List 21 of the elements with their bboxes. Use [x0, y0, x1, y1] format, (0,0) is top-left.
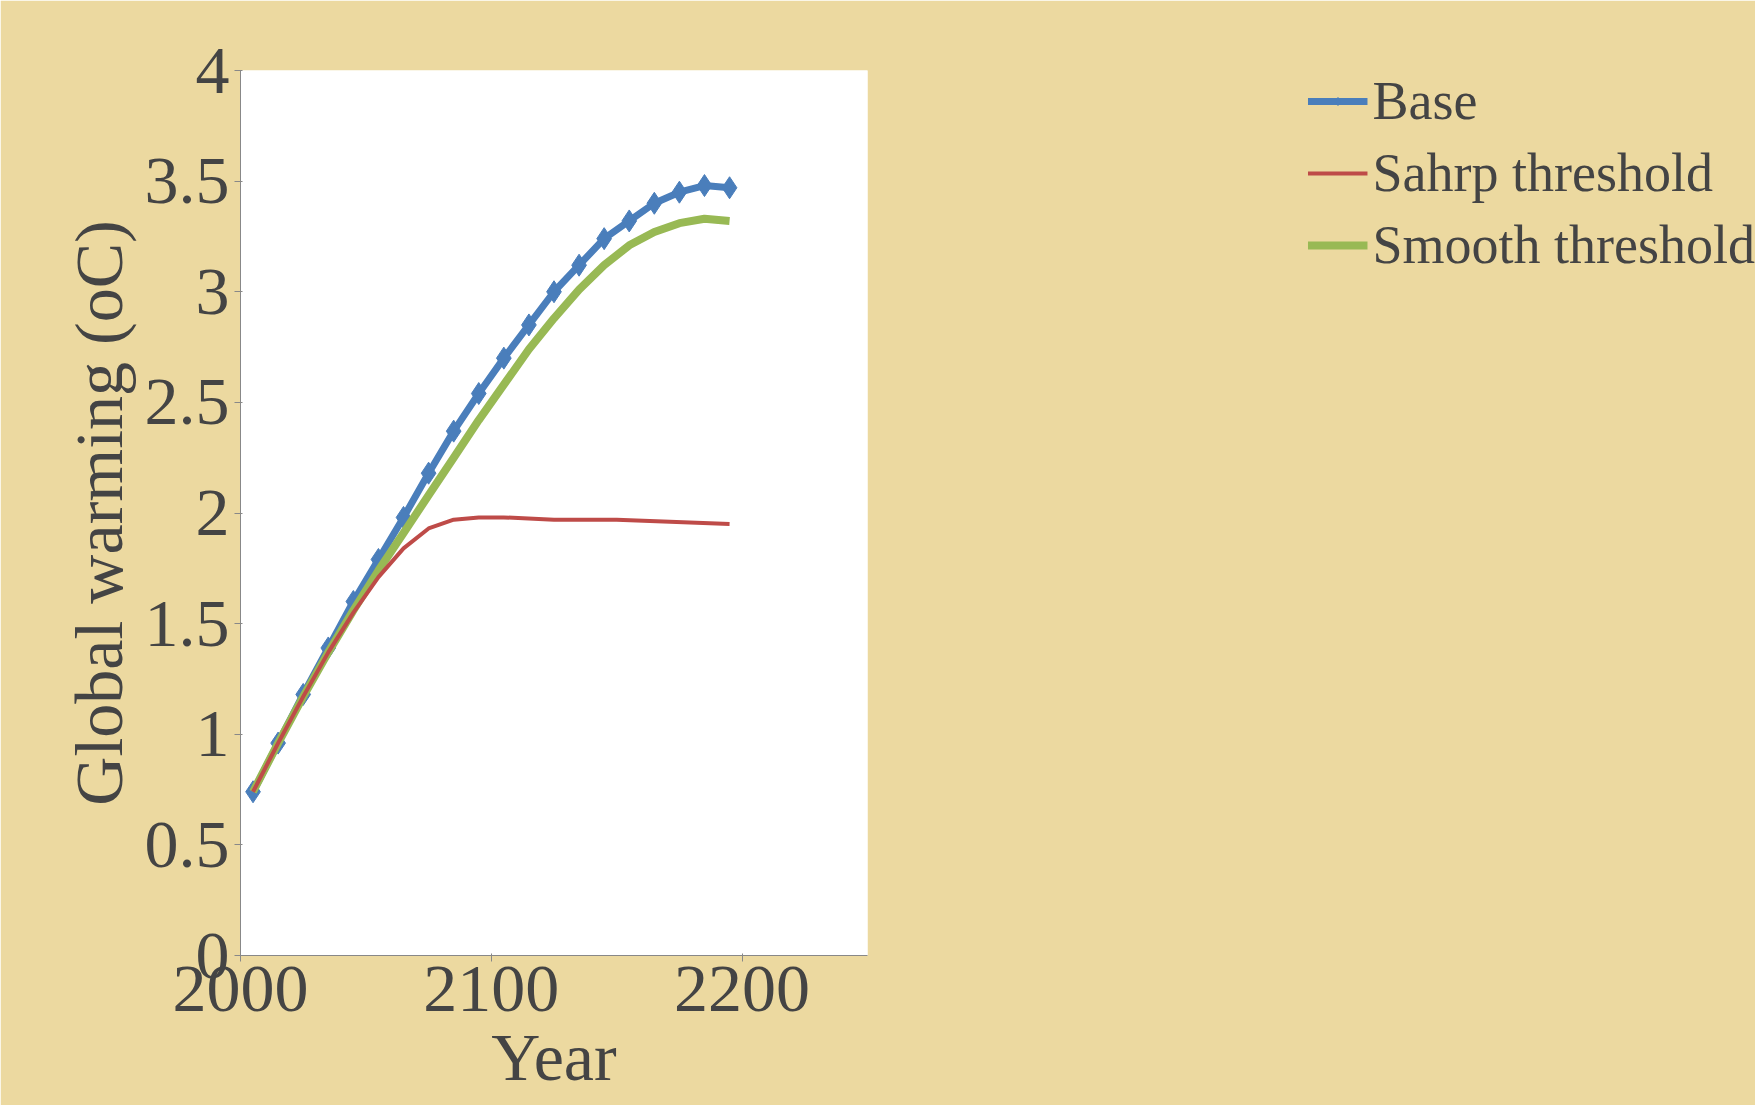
y-tick-label: 1 — [195, 695, 230, 772]
legend-label: Sahrp threshold — [1372, 142, 1713, 204]
x-tick-label: 2200 — [674, 949, 811, 1026]
y-tick-label: 2.5 — [144, 363, 230, 440]
y-tick-label: 3.5 — [144, 142, 230, 219]
y-axis-title: Global warming (oC) — [60, 220, 137, 806]
y-tick-label: 4 — [195, 31, 230, 108]
y-tick-label: 3 — [195, 252, 230, 329]
legend-label: Smooth threshold — [1372, 214, 1755, 276]
y-tick-label: 0.5 — [144, 805, 230, 882]
y-tick-label: 1.5 — [144, 584, 230, 661]
point — [671, 180, 688, 204]
point — [646, 191, 663, 215]
legend-label: Base — [1372, 70, 1478, 132]
point — [621, 209, 638, 233]
point — [445, 419, 462, 443]
y-tick-label: 2 — [195, 474, 230, 550]
point — [470, 382, 487, 406]
point — [696, 174, 713, 198]
point — [420, 461, 437, 485]
point — [721, 176, 738, 200]
